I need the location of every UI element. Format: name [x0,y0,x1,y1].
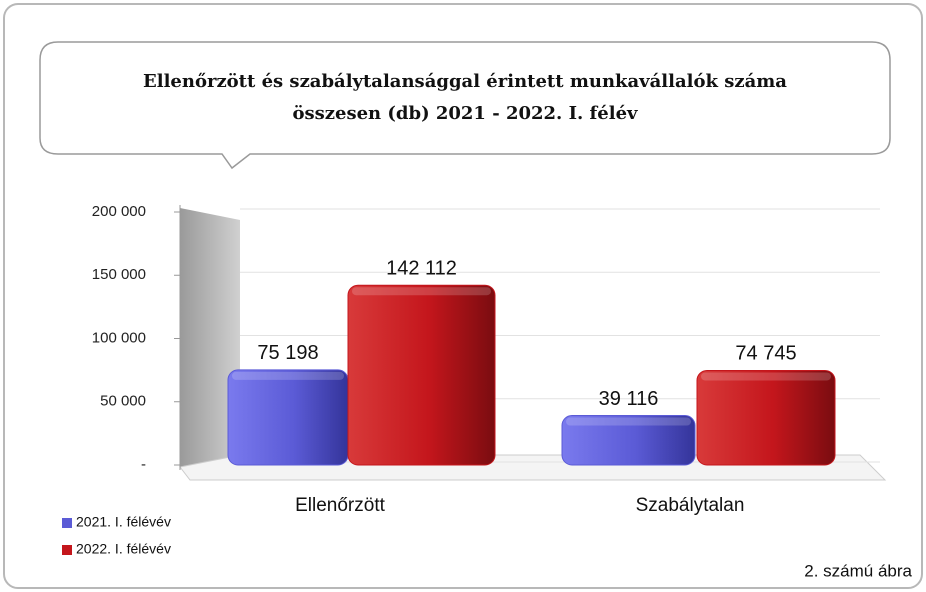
chart-title: összesen (db) 2021 - 2022. I. félév [293,103,639,124]
side-wall [180,208,240,467]
y-tick-label: 150 000 [92,266,146,283]
data-label: 74 745 [735,343,796,365]
footnote: 2. számú ábra [804,561,912,580]
bar-top [701,372,831,381]
bar [561,415,696,466]
y-tick-label: 200 000 [92,203,146,220]
chart-title: Ellenőrzött és szabálytalansággal érinte… [143,71,787,92]
data-label: 75 198 [257,342,318,364]
title-callout [39,41,891,170]
y-tick-label: 50 000 [100,393,146,410]
bar [696,369,836,466]
bar [227,369,349,466]
bar-top [566,417,691,426]
x-tick-label: Ellenőrzött [295,495,385,516]
y-tick-label: 100 000 [92,329,146,346]
data-label: 142 112 [386,258,457,280]
legend-swatch [62,545,72,555]
legend-swatch [62,518,72,528]
legend-label: 2022. I. félévév [76,541,171,557]
x-tick-label: Szabálytalan [636,495,745,516]
data-label: 39 116 [599,388,659,410]
bar-top [232,371,344,380]
bar [347,284,496,466]
legend-label: 2021. I. félévév [76,514,171,530]
y-tick-label: - [141,456,146,473]
bar-top [352,287,491,296]
